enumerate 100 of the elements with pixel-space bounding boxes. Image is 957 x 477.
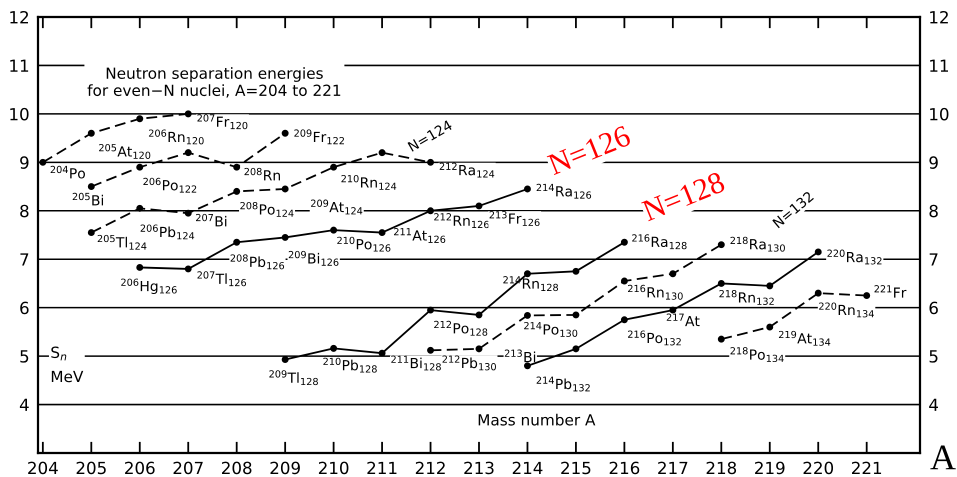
point xyxy=(330,226,338,234)
annotation: N=128 xyxy=(640,171,726,222)
annotation: $^{218}$Rn$_{132}$ xyxy=(719,290,774,305)
x-tick-label: 208 xyxy=(222,462,252,474)
y-tick-label: 6 xyxy=(20,302,29,314)
annotation: $^{209}$Tl$_{128}$ xyxy=(269,370,318,386)
point xyxy=(814,290,822,297)
point xyxy=(136,115,144,122)
point xyxy=(136,164,144,171)
point xyxy=(88,183,95,190)
point xyxy=(282,130,289,137)
y2-tick-label: 7 xyxy=(930,253,938,266)
point xyxy=(427,306,434,314)
annotation: $^{207}$Bi xyxy=(196,214,226,226)
annotation: $^{218}$Po$_{134}$ xyxy=(730,347,784,362)
y-tick-label: 9 xyxy=(20,156,28,169)
point xyxy=(427,346,434,354)
point xyxy=(233,188,240,195)
point xyxy=(669,306,676,314)
y2-tick-label: 10 xyxy=(930,108,948,120)
y2-tick-label: 5 xyxy=(930,350,938,363)
point xyxy=(282,234,289,241)
annotation: $^{210}$Pb$_{128}$ xyxy=(323,358,377,373)
point xyxy=(766,324,774,331)
text: Neutron separation energies for even−N nuclei, A=204 to 221 xyxy=(88,67,340,98)
point xyxy=(524,270,531,278)
point xyxy=(524,362,531,370)
y2-tick-label: 6 xyxy=(929,302,938,314)
x-tick-label: 214 xyxy=(512,462,542,474)
point xyxy=(88,229,95,236)
point xyxy=(718,241,725,248)
annotation: $^{216}$Ra$_{128}$ xyxy=(632,234,687,250)
annotation: $^{216}$Rn$_{130}$ xyxy=(628,284,683,300)
point xyxy=(427,207,434,214)
point xyxy=(184,110,192,118)
annotation: $^{206}$Po$_{122}$ xyxy=(143,178,196,193)
annotation: $^{220}$Rn$_{134}$ xyxy=(819,302,874,318)
annotation: $^{219}$At$_{134}$ xyxy=(778,330,830,346)
annotation: $^{206}$Rn$_{120}$ xyxy=(148,129,204,144)
y-tick-label: 5 xyxy=(20,350,28,363)
annotation: $^{209}$At$_{124}$ xyxy=(311,200,362,214)
x-axis-title: Mass number A xyxy=(478,414,596,426)
annotation: $^{212}$Pb$_{130}$ xyxy=(442,355,496,370)
point xyxy=(184,265,192,272)
point xyxy=(572,311,580,318)
annotation: $^{218}$Ra$_{130}$ xyxy=(730,236,785,252)
x-tick-label: 218 xyxy=(706,462,736,474)
x-tick-label: 206 xyxy=(125,462,155,474)
annotation: $^{208}$Po$_{124}$ xyxy=(240,202,294,217)
annotation: $^{210}$Po$_{126}$ xyxy=(337,236,390,252)
point xyxy=(766,282,774,290)
point xyxy=(39,158,46,166)
annotation: $^{211}$Bi$_{128}$ xyxy=(391,356,441,371)
annotation: $^{207}$Fr$_{120}$ xyxy=(197,114,248,130)
y2-tick-label: 11 xyxy=(930,60,948,72)
x-tick-label: 210 xyxy=(318,462,348,474)
point xyxy=(669,270,676,278)
point xyxy=(282,356,289,363)
annotation: $^{221}$Fr xyxy=(874,285,906,298)
point xyxy=(136,264,144,271)
y-tick-label: 8 xyxy=(20,204,29,218)
annotation: $^{204}$Po xyxy=(50,166,85,179)
x-tick-label: 209 xyxy=(270,462,300,474)
point xyxy=(863,292,870,300)
point xyxy=(524,186,531,192)
annotation: $^{214}$Pb$_{132}$ xyxy=(536,376,590,392)
y-axis-title: S$_{n}$ MeV xyxy=(51,346,84,382)
x-tick-label: 213 xyxy=(464,462,494,474)
annotation: $^{217}$At xyxy=(666,314,700,326)
point xyxy=(282,186,289,192)
annotation: $^{208}$Rn xyxy=(244,168,280,180)
point xyxy=(136,204,144,212)
point xyxy=(427,158,434,166)
y2-tick-label: 12 xyxy=(930,10,948,24)
y2-tick-label: 8 xyxy=(929,204,938,218)
annotation: $^{209}$Bi$_{126}$ xyxy=(288,250,338,266)
point xyxy=(718,336,725,343)
x-tick-label: 215 xyxy=(561,462,590,474)
annotation: $^{213}$Bi xyxy=(504,350,536,362)
y2-tick-label: 9 xyxy=(929,156,938,169)
annotation: $^{214}$Ra$_{126}$ xyxy=(536,184,592,199)
annotation: $^{212}$Po$_{128}$ xyxy=(434,320,488,336)
annotation: $^{216}$Po$_{132}$ xyxy=(628,330,681,346)
point xyxy=(184,210,192,217)
y2-tick-label: 4 xyxy=(929,398,938,411)
x-tick-label: 211 xyxy=(367,462,396,474)
text: A xyxy=(930,445,956,470)
annotation: $^{220}$Ra$_{132}$ xyxy=(827,250,882,265)
annotation: N=126 xyxy=(546,125,632,176)
y-tick-label: 4 xyxy=(20,398,29,411)
point xyxy=(718,280,725,287)
point xyxy=(476,311,482,318)
annotation: $^{205}$Bi xyxy=(72,192,104,206)
point xyxy=(620,238,628,246)
annotation: $^{214}$Po$_{130}$ xyxy=(524,322,578,337)
annotation: $^{205}$At$_{120}$ xyxy=(99,144,150,159)
x-tick-label: 207 xyxy=(174,462,203,474)
annotation: $^{206}$Hg$_{126}$ xyxy=(121,278,177,294)
x-tick-label: 212 xyxy=(416,462,445,474)
point xyxy=(330,164,338,171)
